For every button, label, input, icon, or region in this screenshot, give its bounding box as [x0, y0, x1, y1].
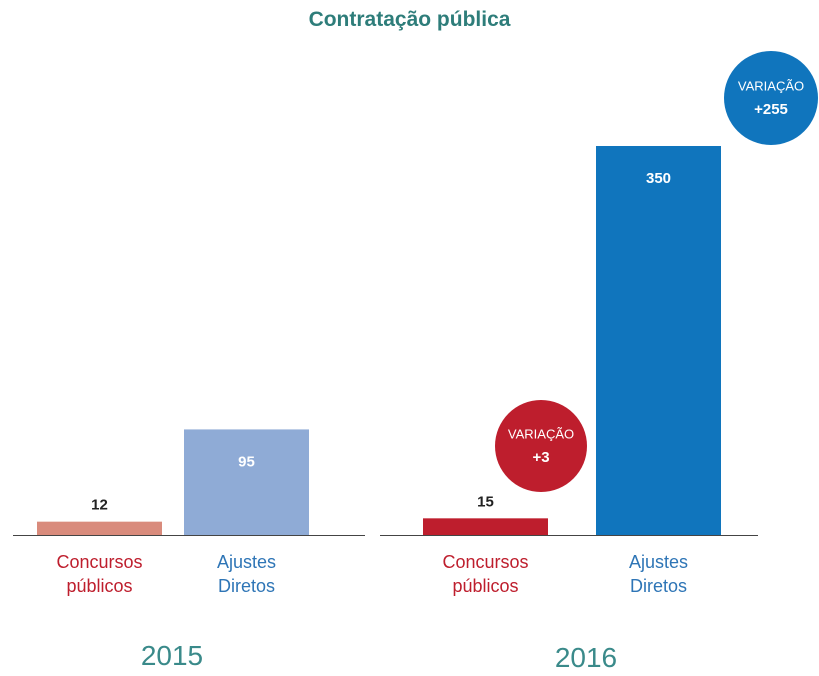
variation-badge [724, 51, 818, 145]
value-label: 15 [477, 493, 494, 510]
category-label: Concursos públicos [442, 552, 529, 596]
variation-value: +255 [754, 101, 788, 118]
group-label: 2015 [140, 640, 204, 671]
category-label: Concursos públicos [56, 552, 143, 596]
variation-badge [495, 400, 587, 492]
bar [423, 518, 548, 535]
bar [37, 521, 162, 535]
variation-value: +3 [532, 449, 549, 466]
variation-label: VARIAÇÃO [508, 426, 574, 441]
group-label: 2016 [554, 642, 618, 673]
category-label: Ajustes Diretos [628, 552, 689, 596]
bar [184, 429, 309, 535]
bar [596, 146, 721, 535]
category-label: Ajustes Diretos [216, 552, 277, 596]
value-label: 95 [238, 453, 255, 470]
chart-title: Contratação pública [308, 8, 511, 31]
value-label: 350 [646, 170, 671, 187]
value-label: 12 [91, 497, 108, 514]
variation-label: VARIAÇÃO [738, 78, 804, 93]
